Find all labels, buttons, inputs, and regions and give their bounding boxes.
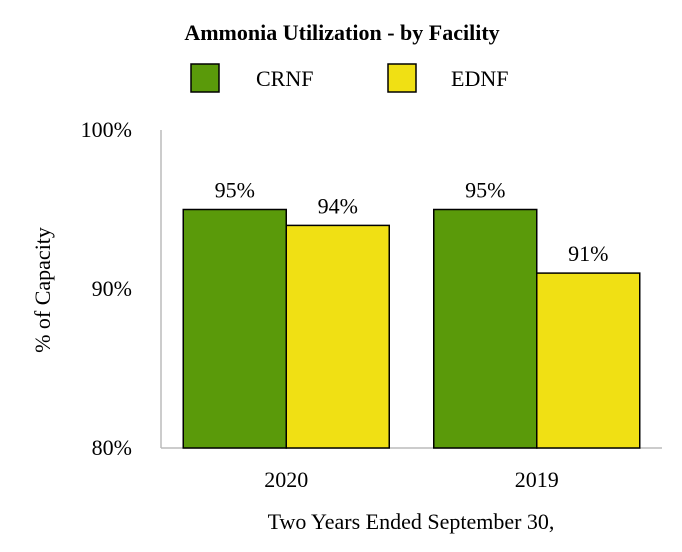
data-label: 91% — [568, 241, 608, 266]
y-tick-label: 80% — [92, 435, 132, 460]
legend-swatch-crnf — [190, 63, 220, 93]
chart-title: Ammonia Utilization - by Facility — [184, 20, 499, 45]
y-axis-label: % of Capacity — [30, 227, 55, 353]
y-tick-label: 90% — [92, 276, 132, 301]
x-tick-label: 2020 — [264, 467, 308, 492]
legend-label-crnf: CRNF — [256, 66, 313, 91]
bar-crnf-2019 — [433, 208, 538, 449]
data-label: 95% — [465, 178, 505, 203]
data-label: 94% — [318, 193, 358, 218]
legend-label-ednf: EDNF — [451, 66, 508, 91]
bar-ednf-2019 — [536, 272, 641, 449]
plot-area: 80% 90% 100% 95% 94% 2020 95% 91% 2019 — [81, 117, 641, 492]
bar-crnf-2020 — [182, 208, 287, 449]
legend: CRNF EDNF — [190, 63, 508, 93]
data-label: 95% — [215, 178, 255, 203]
x-axis-label: Two Years Ended September 30, — [268, 509, 555, 534]
legend-swatch-ednf — [387, 63, 417, 93]
bar-ednf-2020 — [285, 224, 390, 449]
y-tick-label: 100% — [81, 117, 132, 142]
x-tick-label: 2019 — [515, 467, 559, 492]
